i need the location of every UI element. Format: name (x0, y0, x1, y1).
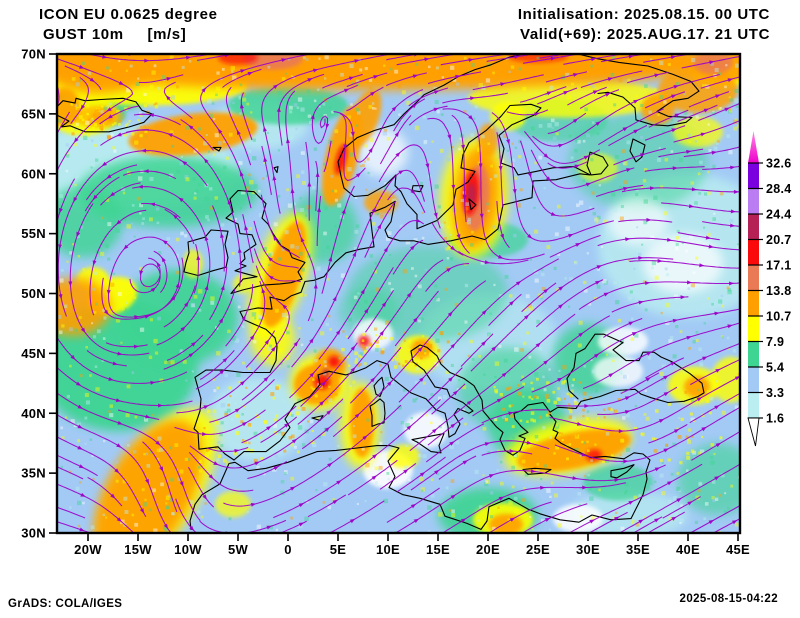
colorbar-segment (748, 392, 759, 418)
coastline-path (629, 138, 646, 163)
grads-credit: GrADS: COLA/IGES (8, 598, 123, 610)
lat-tick-label: 45N (21, 346, 46, 361)
colorbar-label: 20.7 (766, 233, 792, 247)
coastline-path (610, 464, 635, 479)
coastline-path (369, 398, 386, 427)
colorbar-segment (748, 316, 759, 342)
lon-tick-label: 35E (626, 542, 650, 557)
colorbar-segment (748, 367, 759, 393)
colorbar-segment (748, 239, 759, 265)
lat-tick-label: 65N (21, 106, 46, 121)
lon-tick-label: 15W (124, 542, 152, 557)
coastline-path (189, 413, 651, 530)
colorbar-segment (748, 188, 759, 214)
longitude-axis: 20W 15W 10W 5W 0 5E 10E 15E 20E 25E 30E 35E 40E 45E (74, 533, 750, 557)
lon-tick-label: 20E (476, 542, 500, 557)
coastline-path (411, 433, 445, 454)
coastline-path (273, 166, 279, 174)
lon-tick-label: 10E (376, 542, 400, 557)
lon-tick-label: 20W (74, 542, 102, 557)
coastline-path (57, 97, 153, 133)
colorbar-underflow-arrow (747, 417, 760, 447)
gust-field-layer (57, 54, 740, 533)
coastline-path (311, 415, 324, 421)
colorbar-label: 5.4 (766, 361, 784, 375)
coastline-path (212, 146, 222, 152)
colorbar-legend: 32.6 28.4 24.4 20.7 17.1 13.8 10.7 7.9 5.4 3.3 1.6 (747, 131, 792, 447)
coastline-path (468, 198, 477, 211)
map-plot-area: 70N 65N 60N 55N 50N 45N 40N 35N 30N 20W 15W 10W 5W 0… (21, 47, 750, 558)
lat-tick-label: 30N (21, 526, 46, 541)
parameter-title: GUST 10m [m/s] (43, 26, 187, 43)
coastline-layer (57, 54, 705, 530)
coastline-path (233, 333, 705, 461)
colorbar-label: 13.8 (766, 284, 792, 298)
colorbar-segment (748, 341, 759, 367)
colorbar-label: 1.6 (766, 412, 784, 426)
lat-tick-label: 50N (21, 286, 46, 301)
colorbar-label: 3.3 (766, 386, 784, 400)
colorbar-segment (748, 214, 759, 240)
latitude-axis: 70N 65N 60N 55N 50N 45N 40N 35N 30N (21, 47, 57, 541)
colorbar-segment (748, 265, 759, 291)
lon-tick-label: 0 (284, 542, 292, 557)
colorbar-overflow-arrow (748, 131, 759, 163)
lat-tick-label: 70N (21, 47, 46, 62)
lon-tick-label: 5W (228, 542, 249, 557)
lon-tick-label: 5E (330, 542, 347, 557)
colorbar-label: 17.1 (766, 259, 792, 273)
lon-tick-label: 25E (526, 542, 550, 557)
colorbar-label: 10.7 (766, 310, 792, 324)
colorbar-label: 24.4 (766, 208, 792, 222)
model-title: ICON EU 0.0625 degree (39, 6, 218, 23)
streamline-layer (57, 54, 740, 533)
lon-tick-label: 40E (676, 542, 700, 557)
coastline-path (586, 151, 609, 176)
lat-tick-label: 40N (21, 406, 46, 421)
colorbar-segment (748, 290, 759, 316)
colorbar-label: 7.9 (766, 335, 784, 349)
creation-timestamp: 2025-08-15-04:22 (679, 593, 778, 605)
lat-tick-label: 35N (21, 466, 46, 481)
valid-time: Valid(+69): 2025.AUG.17. 21 UTC (520, 26, 770, 43)
coastline-path (522, 467, 552, 475)
coastline-path (193, 54, 591, 461)
coastline-path (373, 376, 385, 398)
field-noise-layer (57, 55, 740, 533)
coastline-path (183, 229, 229, 277)
colorbar-label: 32.6 (766, 157, 792, 171)
coastline-path (575, 54, 700, 127)
lat-tick-label: 55N (21, 226, 46, 241)
init-time: Initialisation: 2025.08.15. 00 UTC (517, 6, 770, 23)
lat-tick-label: 60N (21, 166, 46, 181)
lon-tick-label: 10W (174, 542, 202, 557)
lon-tick-label: 30E (576, 542, 600, 557)
colorbar-segment (748, 163, 759, 189)
colorbar-label: 28.4 (766, 182, 792, 196)
lon-tick-label: 45E (726, 542, 750, 557)
lon-tick-label: 15E (426, 542, 450, 557)
